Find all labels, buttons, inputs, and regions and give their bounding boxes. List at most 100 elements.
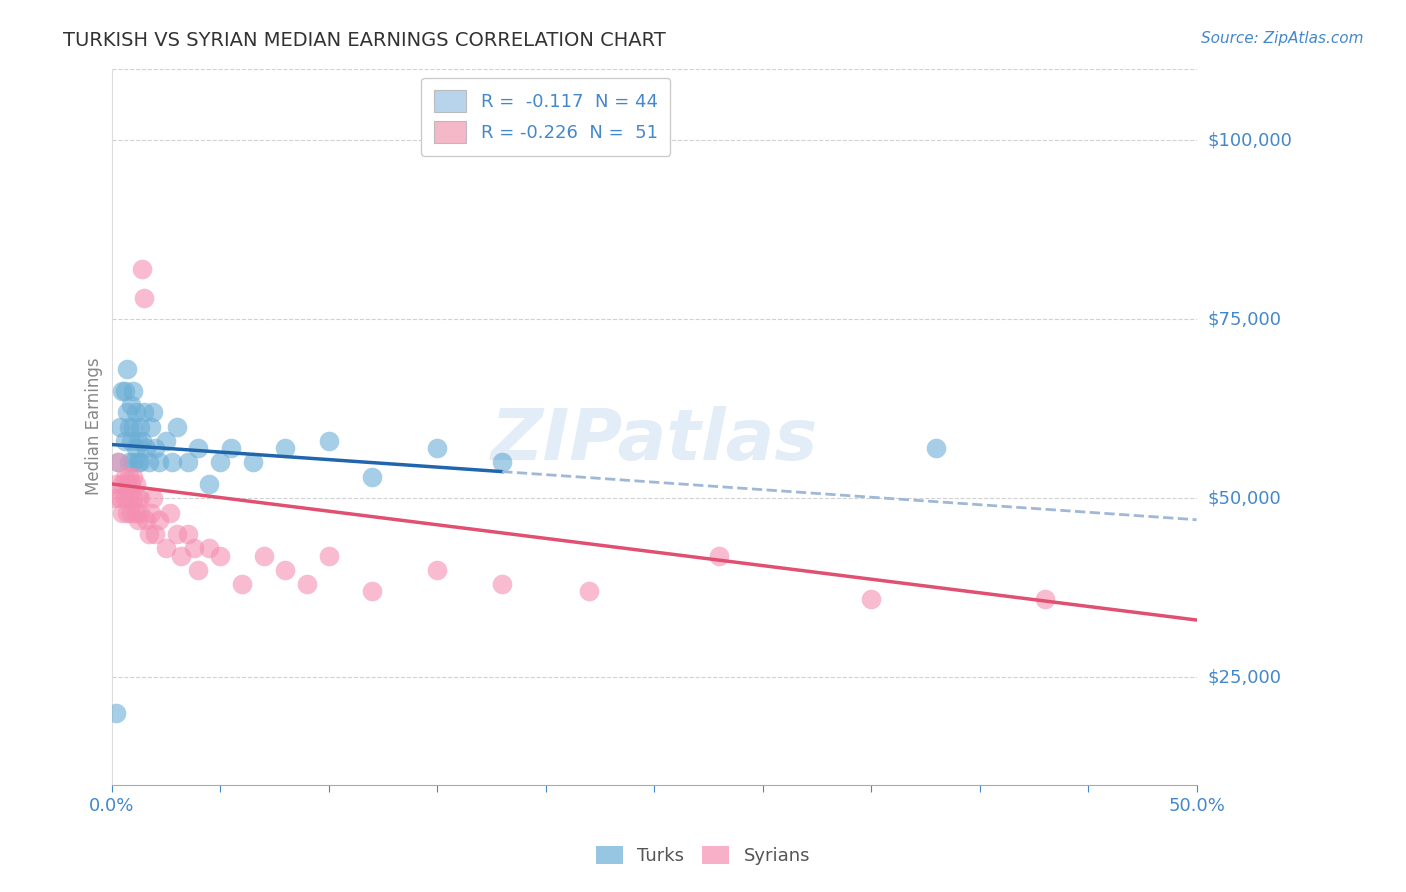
- Point: [274, 441, 297, 455]
- Point: [166, 527, 188, 541]
- Point: [187, 563, 209, 577]
- Point: [183, 541, 205, 556]
- Point: [139, 419, 162, 434]
- Point: [925, 441, 948, 455]
- Point: [114, 384, 136, 398]
- Point: [118, 491, 141, 506]
- Point: [122, 384, 145, 398]
- Point: [426, 441, 449, 455]
- Point: [118, 469, 141, 483]
- Point: [166, 419, 188, 434]
- Point: [135, 441, 157, 455]
- Point: [143, 527, 166, 541]
- Text: $25,000: $25,000: [1208, 668, 1282, 686]
- Point: [148, 513, 170, 527]
- Point: [491, 577, 513, 591]
- Point: [295, 577, 318, 591]
- Legend: R =  -0.117  N = 44, R = -0.226  N =  51: R = -0.117 N = 44, R = -0.226 N = 51: [420, 78, 671, 156]
- Point: [103, 491, 125, 506]
- Text: Source: ZipAtlas.com: Source: ZipAtlas.com: [1201, 31, 1364, 46]
- Point: [176, 527, 198, 541]
- Point: [131, 262, 153, 277]
- Point: [114, 434, 136, 448]
- Point: [187, 441, 209, 455]
- Point: [162, 455, 184, 469]
- Point: [139, 506, 162, 520]
- Point: [128, 491, 150, 506]
- Text: $100,000: $100,000: [1208, 131, 1292, 149]
- Point: [143, 441, 166, 455]
- Point: [127, 455, 149, 469]
- Point: [118, 419, 141, 434]
- Point: [198, 541, 221, 556]
- Point: [120, 506, 142, 520]
- Point: [134, 405, 156, 419]
- Point: [127, 491, 149, 506]
- Point: [115, 362, 138, 376]
- Point: [170, 549, 193, 563]
- Point: [120, 477, 142, 491]
- Point: [115, 477, 138, 491]
- Point: [155, 434, 177, 448]
- Point: [115, 506, 138, 520]
- Point: [318, 549, 340, 563]
- Point: [131, 434, 153, 448]
- Point: [122, 419, 145, 434]
- Point: [209, 549, 232, 563]
- Point: [127, 513, 149, 527]
- Point: [134, 291, 156, 305]
- Point: [159, 506, 181, 520]
- Text: ZIPatlas: ZIPatlas: [491, 407, 818, 475]
- Point: [242, 455, 264, 469]
- Point: [1033, 591, 1056, 606]
- Point: [426, 563, 449, 577]
- Point: [114, 491, 136, 506]
- Point: [104, 706, 127, 720]
- Point: [118, 455, 141, 469]
- Point: [124, 441, 146, 455]
- Point: [111, 384, 134, 398]
- Point: [231, 577, 253, 591]
- Point: [107, 455, 129, 469]
- Point: [361, 469, 384, 483]
- Point: [709, 549, 731, 563]
- Point: [142, 491, 165, 506]
- Point: [110, 491, 132, 506]
- Point: [135, 513, 157, 527]
- Point: [124, 506, 146, 520]
- Point: [198, 477, 221, 491]
- Point: [176, 455, 198, 469]
- Point: [138, 527, 160, 541]
- Point: [107, 455, 129, 469]
- Point: [122, 455, 145, 469]
- Point: [578, 584, 600, 599]
- Point: [122, 491, 145, 506]
- Point: [124, 405, 146, 419]
- Text: $75,000: $75,000: [1208, 310, 1282, 328]
- Legend: Turks, Syrians: Turks, Syrians: [586, 837, 820, 874]
- Point: [209, 455, 232, 469]
- Point: [111, 477, 134, 491]
- Point: [110, 419, 132, 434]
- Point: [120, 398, 142, 412]
- Text: $50,000: $50,000: [1208, 489, 1281, 508]
- Point: [155, 541, 177, 556]
- Point: [114, 469, 136, 483]
- Point: [219, 441, 242, 455]
- Point: [860, 591, 883, 606]
- Point: [104, 477, 127, 491]
- Point: [274, 563, 297, 577]
- Point: [148, 455, 170, 469]
- Point: [252, 549, 274, 563]
- Point: [127, 434, 149, 448]
- Point: [115, 405, 138, 419]
- Point: [128, 419, 150, 434]
- Point: [120, 434, 142, 448]
- Point: [318, 434, 340, 448]
- Point: [491, 455, 513, 469]
- Point: [138, 455, 160, 469]
- Point: [142, 405, 165, 419]
- Y-axis label: Median Earnings: Median Earnings: [86, 358, 103, 495]
- Point: [122, 469, 145, 483]
- Point: [124, 477, 146, 491]
